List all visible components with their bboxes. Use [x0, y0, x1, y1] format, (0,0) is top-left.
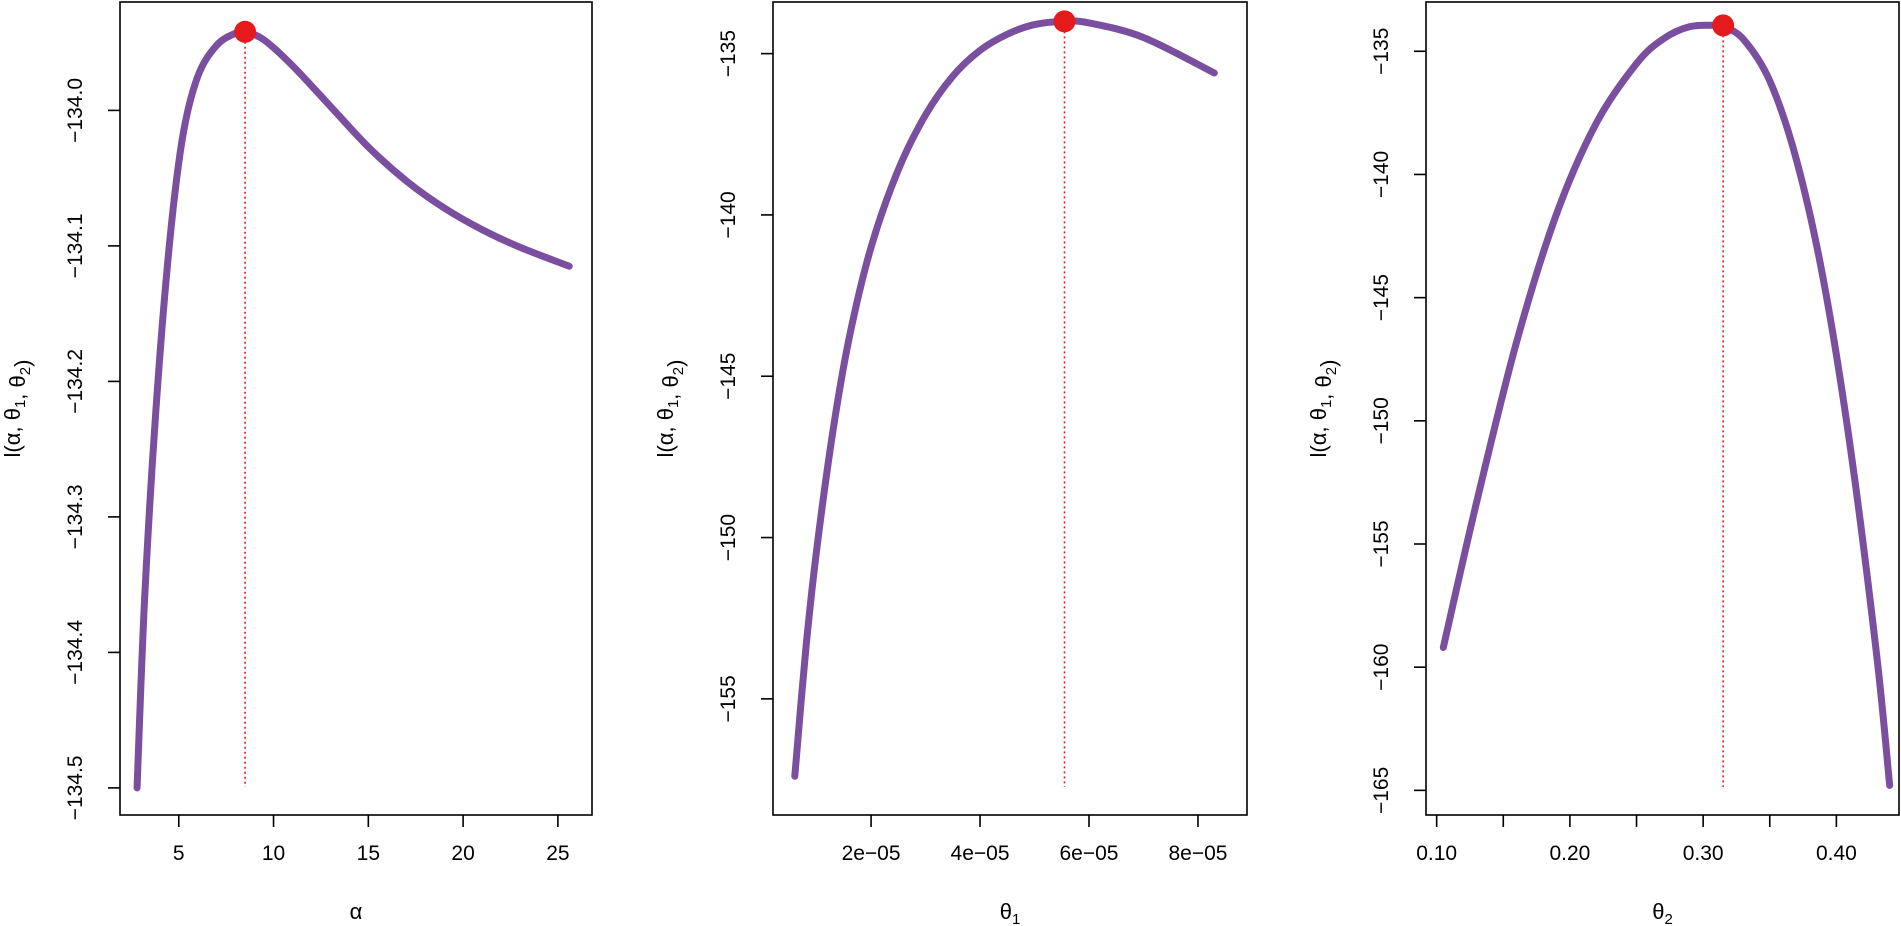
- plot-frame: [119, 1, 593, 816]
- y-axis-title: l(α, θ1, θ2): [0, 360, 35, 458]
- y-axis-title: l(α, θ1, θ2): [653, 360, 688, 458]
- chart-panel-3: −135 −140 −145 −150 −155 −160 −165 0.10 0.20 0.30…: [1306, 1, 1900, 926]
- y-tick-label: −165: [1370, 767, 1393, 814]
- x-tick-label: 25: [546, 842, 569, 865]
- y-tick-label: −155: [717, 675, 740, 722]
- loglik-curve: [791, 17, 1218, 780]
- optimum-point: [234, 20, 257, 43]
- y-tick-label: −155: [1370, 520, 1393, 567]
- y-tick-label: −134.2: [64, 349, 87, 414]
- x-tick-label: 8e−05: [1168, 842, 1227, 865]
- y-axis-title: l(α, θ1, θ2): [1306, 360, 1341, 458]
- x-tick-label: 10: [262, 842, 285, 865]
- plot-frame: [1425, 1, 1900, 816]
- x-axis-title: θ2: [1652, 899, 1673, 926]
- x-tick-label: 0.40: [1816, 842, 1857, 865]
- loglik-curve: [1439, 21, 1894, 789]
- y-tick-label: −134.1: [64, 213, 87, 278]
- y-tick-label: −145: [1370, 274, 1393, 321]
- x-tick-label: 20: [451, 842, 474, 865]
- x-tick-label: 5: [173, 842, 185, 865]
- chart-panel-1: −134.0 −134.1 −134.2 −134.3 −134.4 −134.5 5 10 1…: [0, 1, 593, 924]
- y-tick-label: −134.4: [64, 620, 87, 685]
- y-tick-label: −145: [717, 353, 740, 400]
- plot-frame: [772, 1, 1248, 816]
- x-tick-label: 2e−05: [842, 842, 901, 865]
- x-tick-label: 0.30: [1683, 842, 1724, 865]
- y-tick-label: −134.0: [64, 78, 87, 143]
- y-tick-label: −135: [717, 30, 740, 77]
- loglik-curve: [133, 27, 573, 792]
- optimum-point: [1712, 14, 1735, 37]
- chart-panel-2: −135 −140 −145 −150 −155 2e−05 4e−05 6e−05 8e−05…: [653, 1, 1248, 926]
- x-tick-label: 0.20: [1549, 842, 1590, 865]
- x-tick-label: 6e−05: [1060, 842, 1119, 865]
- x-axis-title: θ1: [1000, 899, 1021, 926]
- y-tick-label: −150: [717, 514, 740, 561]
- y-tick-label: −134.5: [64, 755, 87, 820]
- y-tick-label: −134.3: [64, 484, 87, 549]
- x-tick-label: 0.10: [1416, 842, 1457, 865]
- y-tick-label: −140: [1370, 151, 1393, 198]
- y-tick-label: −135: [1370, 28, 1393, 75]
- y-tick-label: −140: [717, 191, 740, 238]
- x-tick-label: 4e−05: [951, 842, 1010, 865]
- optimum-point: [1053, 10, 1076, 33]
- x-tick-label: 15: [357, 842, 380, 865]
- x-axis-title: α: [350, 899, 363, 924]
- y-tick-label: −150: [1370, 397, 1393, 444]
- y-tick-label: −160: [1370, 644, 1393, 691]
